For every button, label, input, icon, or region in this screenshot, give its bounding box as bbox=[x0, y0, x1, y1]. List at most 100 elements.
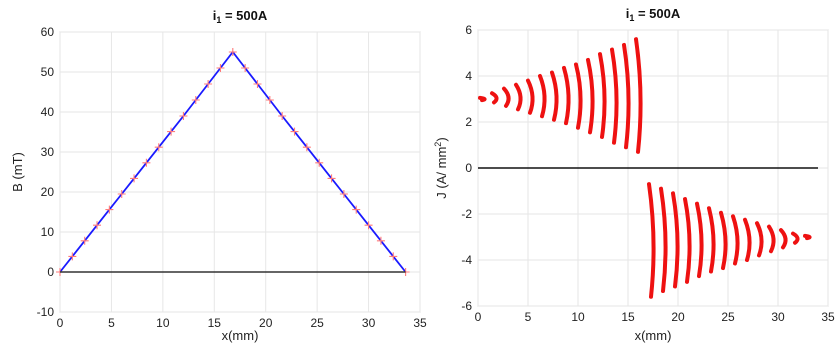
left-x-tick-label: 30 bbox=[362, 316, 376, 330]
left-data-marks bbox=[56, 48, 410, 276]
left-data-point bbox=[302, 143, 311, 152]
left-data-point bbox=[216, 64, 225, 72]
left-x-tick-label: 0 bbox=[57, 316, 64, 330]
right-y-tick-label: -2 bbox=[461, 207, 472, 221]
left-data-point bbox=[167, 127, 176, 136]
right-x-tick-label: 30 bbox=[771, 310, 785, 324]
left-y-tick-label: -10 bbox=[37, 305, 55, 319]
current-density-chart: 0 5 10 15 20 25 30 35 -6 -4 -2 0 2 4 6 i1 = 500A x(mm)… bbox=[433, 6, 835, 343]
right-y-tick-label: 0 bbox=[465, 161, 472, 175]
left-data-point bbox=[253, 80, 262, 88]
right-density-stroke bbox=[719, 210, 728, 271]
right-x-tick-label: 35 bbox=[821, 310, 835, 324]
left-data-point bbox=[376, 236, 385, 245]
left-data-point bbox=[339, 190, 348, 198]
left-y-tick-label: 40 bbox=[41, 105, 55, 119]
left-x-axis-label: x(mm) bbox=[222, 328, 259, 343]
left-data-point bbox=[142, 158, 151, 167]
right-x-tick-label: 20 bbox=[671, 310, 685, 324]
left-x-tick-label: 15 bbox=[208, 316, 222, 330]
left-data-point bbox=[68, 252, 77, 261]
left-data-point bbox=[154, 143, 163, 152]
left-data-point bbox=[278, 112, 287, 120]
right-density-stroke bbox=[755, 221, 764, 258]
right-density-stroke bbox=[562, 65, 571, 126]
right-x-axis-label: x(mm) bbox=[635, 328, 672, 343]
right-density-stroke bbox=[779, 228, 788, 250]
left-data-point bbox=[327, 174, 336, 183]
left-data-point bbox=[204, 80, 213, 88]
right-x-tick-label: 15 bbox=[621, 310, 635, 324]
right-density-stroke bbox=[514, 82, 523, 112]
right-density-stroke bbox=[743, 217, 752, 262]
right-density-stroke bbox=[731, 214, 740, 266]
left-data-point bbox=[352, 205, 361, 214]
left-y-tick-label: 0 bbox=[47, 265, 54, 279]
left-data-point bbox=[117, 190, 126, 198]
left-y-tick-label: 10 bbox=[41, 225, 55, 239]
right-density-stroke bbox=[707, 206, 716, 274]
left-data-point bbox=[241, 64, 250, 72]
right-density-stroke bbox=[610, 47, 619, 145]
right-density-stroke bbox=[647, 182, 656, 299]
right-x-tick-label: 0 bbox=[475, 310, 482, 324]
left-data-point bbox=[191, 96, 200, 104]
right-density-stroke bbox=[598, 52, 607, 139]
left-data-point bbox=[315, 158, 324, 167]
right-data-marks bbox=[478, 37, 818, 299]
right-density-stroke bbox=[767, 224, 776, 254]
right-y-tick-label: 4 bbox=[465, 69, 472, 83]
right-chart-title: i1 = 500A bbox=[626, 6, 681, 23]
left-y-tick-label: 20 bbox=[41, 185, 55, 199]
right-density-stroke bbox=[695, 201, 704, 279]
right-y-axis-label: J (A/ mm2) bbox=[433, 137, 449, 198]
right-x-tick-label: 5 bbox=[525, 310, 532, 324]
right-density-stroke bbox=[659, 186, 668, 294]
left-x-tick-label: 5 bbox=[108, 316, 115, 330]
left-y-tick-label: 60 bbox=[41, 25, 55, 39]
right-density-stroke bbox=[526, 78, 535, 115]
right-density-stroke bbox=[574, 62, 583, 130]
left-chart-title: i1 = 500A bbox=[213, 8, 268, 25]
right-x-tick-label: 10 bbox=[571, 310, 585, 324]
left-x-tick-label: 10 bbox=[156, 316, 170, 330]
left-data-point bbox=[130, 174, 139, 183]
right-density-stroke bbox=[538, 74, 547, 119]
left-x-tick-label: 25 bbox=[310, 316, 324, 330]
right-density-stroke bbox=[586, 57, 595, 135]
left-data-point bbox=[290, 127, 299, 136]
left-x-tick-label: 20 bbox=[259, 316, 273, 330]
right-density-stroke bbox=[671, 191, 680, 289]
right-density-stroke bbox=[502, 86, 511, 108]
left-grid bbox=[59, 31, 421, 313]
left-y-tick-label: 30 bbox=[41, 145, 55, 159]
left-data-point bbox=[228, 48, 237, 56]
left-data-point bbox=[93, 221, 102, 230]
right-y-tick-label: -4 bbox=[461, 253, 472, 267]
left-plot-area bbox=[59, 31, 421, 313]
right-y-tick-label: 2 bbox=[465, 115, 472, 129]
left-data-point bbox=[265, 96, 274, 104]
right-density-stroke bbox=[490, 91, 499, 105]
left-data-point bbox=[389, 252, 398, 261]
left-data-point bbox=[364, 221, 373, 230]
left-data-point bbox=[105, 205, 114, 214]
right-tick-labels: 0 5 10 15 20 25 30 35 -6 -4 -2 0 2 4 6 bbox=[461, 23, 835, 324]
left-y-axis-label: B (mT) bbox=[10, 152, 25, 192]
right-density-stroke bbox=[683, 197, 692, 284]
right-density-stroke bbox=[634, 37, 643, 154]
left-data-point bbox=[80, 236, 89, 245]
right-density-stroke bbox=[622, 42, 631, 150]
left-y-tick-label: 50 bbox=[41, 65, 55, 79]
right-density-stroke bbox=[478, 95, 487, 103]
right-y-tick-label: 6 bbox=[465, 23, 472, 37]
right-x-tick-label: 25 bbox=[721, 310, 735, 324]
right-density-stroke bbox=[791, 231, 800, 245]
left-data-point bbox=[179, 112, 188, 120]
right-density-stroke bbox=[803, 233, 812, 241]
left-x-tick-label: 35 bbox=[413, 316, 427, 330]
right-y-tick-label: -6 bbox=[461, 299, 472, 313]
